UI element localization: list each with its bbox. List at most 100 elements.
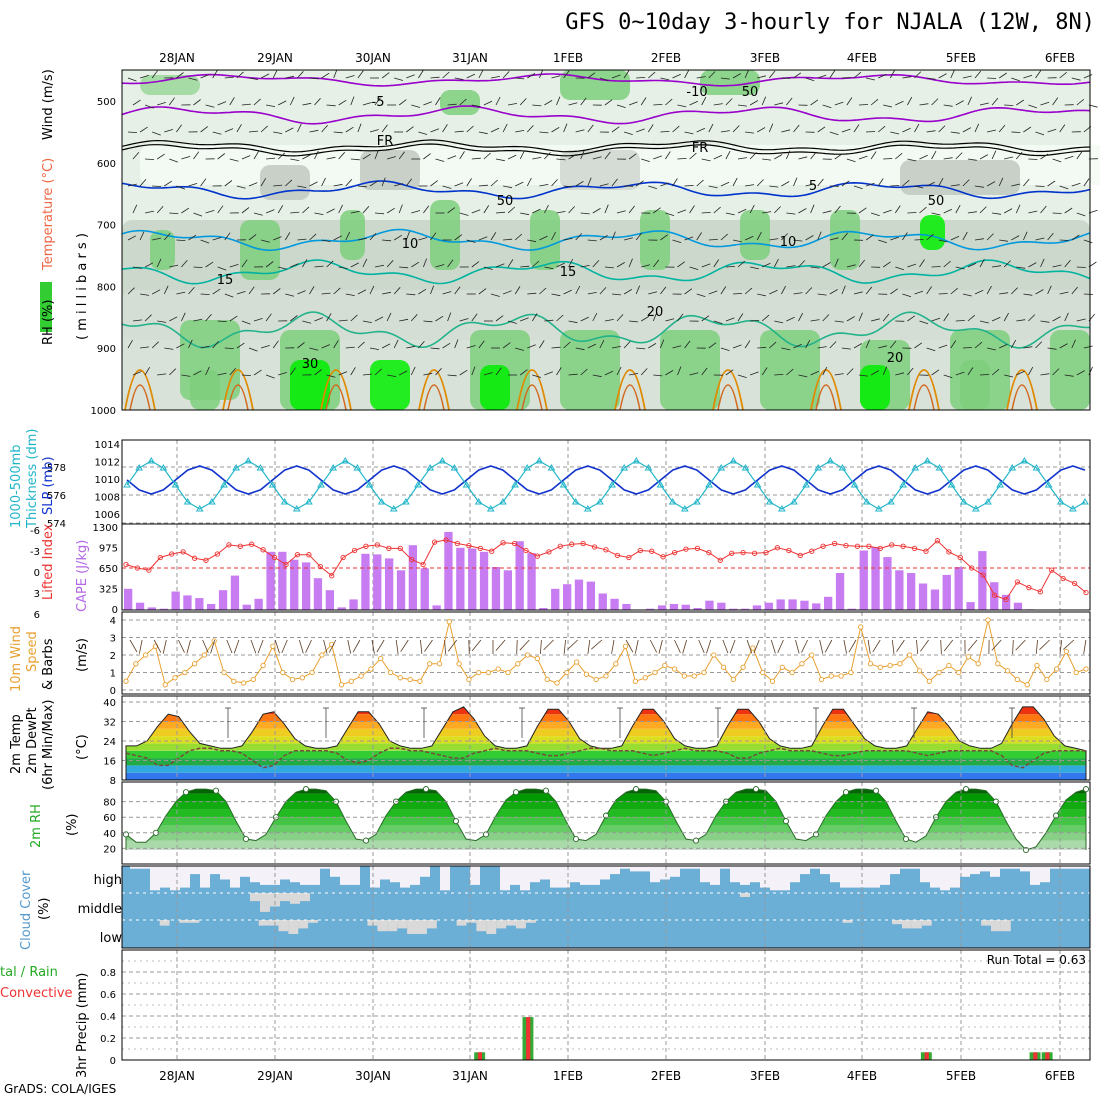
rh-band	[126, 832, 1086, 841]
precip-tick: 0.2	[100, 1034, 116, 1045]
wind-speed-point	[877, 664, 883, 670]
wind-barb	[871, 318, 880, 322]
wind-barb	[938, 125, 946, 133]
wind-barb	[858, 104, 869, 106]
wind-barb	[974, 185, 984, 188]
wind-barb	[508, 103, 518, 106]
wind-barb	[248, 234, 257, 241]
wind-barb	[599, 235, 608, 241]
wind-speed-point	[231, 678, 237, 684]
wind-barb	[587, 177, 592, 187]
wind-barb	[713, 154, 723, 160]
wind-speed-point	[642, 675, 648, 681]
wind-speed-point	[1063, 648, 1070, 655]
wind-barb	[309, 77, 319, 80]
wind-barb	[393, 234, 403, 241]
wind-barb	[127, 287, 135, 295]
surface-wind-barb	[400, 639, 409, 652]
rh-patch	[530, 210, 560, 270]
wind-barb	[890, 185, 900, 187]
p8-rain-label: tal / Rain	[0, 965, 58, 980]
wind-barb	[551, 231, 556, 241]
wind-barb	[290, 211, 300, 214]
rh-patch	[260, 165, 310, 200]
surface-wind-barb	[1015, 639, 1026, 651]
wind-barb	[660, 77, 670, 81]
surface-wind-barb	[540, 639, 542, 655]
surface-wind-barb	[896, 639, 905, 652]
wind-barb	[611, 231, 616, 241]
wind-barb	[527, 125, 534, 133]
wind-barb	[1071, 182, 1081, 187]
wind-barb	[992, 212, 1002, 215]
wind-barb	[798, 208, 807, 214]
wind-barb	[882, 366, 888, 376]
wind-barb	[919, 103, 929, 106]
wind-speed-point	[250, 676, 256, 683]
wind-barb	[769, 185, 779, 188]
cloud-bar	[590, 866, 600, 885]
cloud-bar	[520, 866, 530, 891]
cloud-bar	[320, 866, 330, 869]
cape-bar	[705, 600, 714, 610]
li-point	[683, 546, 689, 552]
wind-barb	[725, 317, 735, 322]
wind-barb	[362, 320, 372, 323]
wind-barb	[580, 265, 590, 268]
wind-barb	[1047, 128, 1057, 133]
wind-barb	[774, 206, 781, 214]
wind-barb	[986, 181, 996, 187]
wind-barb	[430, 128, 440, 133]
rh-point	[212, 787, 220, 794]
wind-barb	[786, 212, 796, 215]
wind-barb	[309, 129, 319, 133]
contour-label: 50	[742, 85, 759, 100]
wind-barb	[1016, 266, 1026, 269]
wind-barb	[309, 347, 319, 351]
thickness-marker	[499, 497, 507, 505]
precip-tick: 0.6	[100, 990, 116, 1001]
wind-barb	[708, 123, 714, 133]
li-point	[774, 545, 781, 551]
contour-label: 15	[560, 265, 577, 280]
thickness-marker	[365, 481, 374, 488]
p2-slp-label: SLP (mb)	[41, 456, 56, 515]
wind-speed-point	[417, 678, 423, 684]
cloud-bar	[280, 866, 290, 880]
wind-barb	[974, 70, 982, 79]
wind-barb	[374, 212, 385, 215]
wind-barb	[829, 237, 839, 241]
wind-barb	[725, 369, 734, 376]
wind-barb	[834, 320, 844, 323]
surface-wind-barb	[323, 639, 328, 654]
wind-barb	[822, 314, 830, 322]
wind-barb	[1040, 205, 1047, 214]
rh-point	[362, 837, 370, 844]
cloud-bar	[516, 920, 526, 929]
wind-barb	[660, 286, 667, 295]
wind-barb	[575, 233, 583, 241]
wind-barb	[338, 204, 343, 214]
wind-barb	[660, 234, 668, 241]
wind-barb	[181, 374, 191, 377]
wind-barb	[253, 212, 263, 216]
temp-band	[126, 743, 1086, 751]
wind-barb	[290, 263, 299, 268]
wind-barb	[551, 179, 558, 187]
date-axis: 28JAN28JAN29JAN29JAN30JAN30JAN31JAN31JAN…	[159, 51, 1075, 1083]
wind-barb	[466, 239, 476, 243]
cloud-bar	[902, 920, 912, 929]
wind-barb	[604, 99, 613, 106]
wind-speed-point	[397, 675, 403, 681]
cloud-bar	[417, 920, 427, 934]
wind-barb	[725, 150, 731, 160]
wind-barb	[459, 369, 468, 376]
rh-band	[126, 840, 1086, 849]
wind-barb	[890, 288, 898, 295]
wind-barb	[660, 131, 670, 133]
contour-35-hump	[423, 384, 445, 411]
wind-barb	[1035, 289, 1044, 295]
rh-band	[126, 848, 1086, 850]
wind-barb	[309, 181, 318, 187]
wind-barb	[399, 318, 409, 322]
